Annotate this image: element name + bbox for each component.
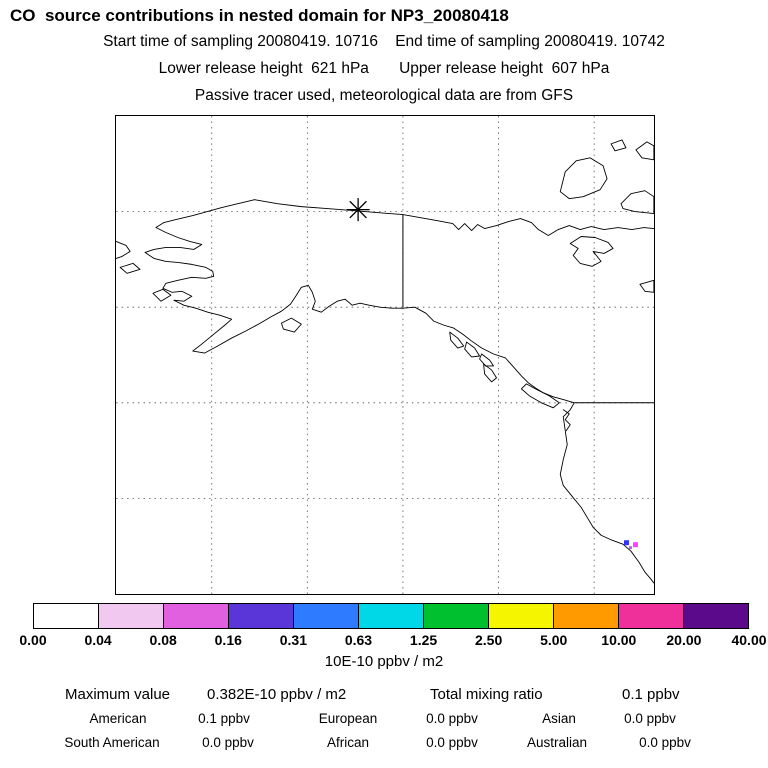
total-mixing-ratio-value: 0.1 ppbv [622, 686, 680, 703]
colorbar-cell [229, 604, 294, 628]
source-marker-icon [346, 198, 370, 222]
coastlines [116, 139, 654, 584]
maximum-value-label: Maximum value [65, 686, 171, 703]
colorbar-tick-label: 40.00 [731, 632, 767, 648]
colorbar-cell [99, 604, 164, 628]
colorbar-tick-label: 20.00 [666, 632, 702, 648]
colorbar-cell [294, 604, 359, 628]
maximum-value: 0.382E-10 ppbv / m2 [207, 686, 347, 703]
header-gap2 [369, 60, 399, 78]
colorbar-tick-label: 0.31 [279, 632, 307, 648]
colorbar-tick-label: 0.08 [149, 632, 177, 648]
colorbar [33, 603, 749, 629]
region-value-american: 0.1 ppbv [198, 711, 250, 726]
region-label-european: European [318, 711, 378, 726]
region-value-south-american: 0.0 ppbv [202, 735, 254, 750]
region-label-australian: Australian [526, 735, 588, 750]
region-value-australian: 0.0 ppbv [639, 735, 691, 750]
colorbar-cell [619, 604, 684, 628]
region-value-european: 0.0 ppbv [426, 711, 478, 726]
region-label-african: African [326, 735, 370, 750]
colorbar-cell [359, 604, 424, 628]
region-label-asian: Asian [542, 711, 576, 726]
region-value-asian: 0.0 ppbv [624, 711, 676, 726]
colorbar-tick-label: 10.00 [601, 632, 637, 648]
region-value-african: 0.0 ppbv [426, 735, 478, 750]
colorbar-tick-label: 2.50 [475, 632, 503, 648]
colorbar-tick-label: 0.04 [84, 632, 112, 648]
colorbar-cell [684, 604, 748, 628]
colorbar-tick-label: 0.00 [19, 632, 47, 648]
colorbar-cell [34, 604, 99, 628]
gridlines [116, 116, 654, 594]
end-time-text: End time of sampling 20080419. 10742 [395, 33, 665, 50]
total-mixing-ratio-label: Total mixing ratio [430, 686, 543, 703]
political-borders [402, 214, 654, 404]
colorbar-ticks: 0.00 0.04 0.08 0.16 0.31 0.63 1.25 2.50 5.00 10.0… [19, 632, 766, 650]
colorbar-cell [554, 604, 619, 628]
tracer-note-text: Passive tracer used, meteorological data… [194, 87, 574, 104]
header-gap [378, 33, 395, 51]
page-title: CO source contributions in nested domain… [10, 6, 509, 25]
colorbar-cell [489, 604, 554, 628]
start-time-text: Start time of sampling 20080419. 10716 [103, 33, 378, 50]
colorbar-tick-label: 5.00 [540, 632, 568, 648]
region-label-south-american: South American [64, 735, 160, 750]
colorbar-cell [164, 604, 229, 628]
colorbar-units-label: 10E-10 ppbv / m2 [324, 653, 444, 670]
map-svg [116, 116, 654, 594]
region-label-american: American [89, 711, 147, 726]
upper-release-text: Upper release height 607 hPa [399, 60, 610, 77]
concentration-hotspots [624, 540, 638, 550]
colorbar-cell [424, 604, 489, 628]
lower-release-text: Lower release height 621 hPa [158, 60, 369, 77]
colorbar-tick-label: 0.16 [214, 632, 242, 648]
colorbar-tick-label: 1.25 [409, 632, 438, 648]
colorbar-tick-label: 0.63 [344, 632, 373, 648]
map-plot-area [115, 115, 655, 595]
